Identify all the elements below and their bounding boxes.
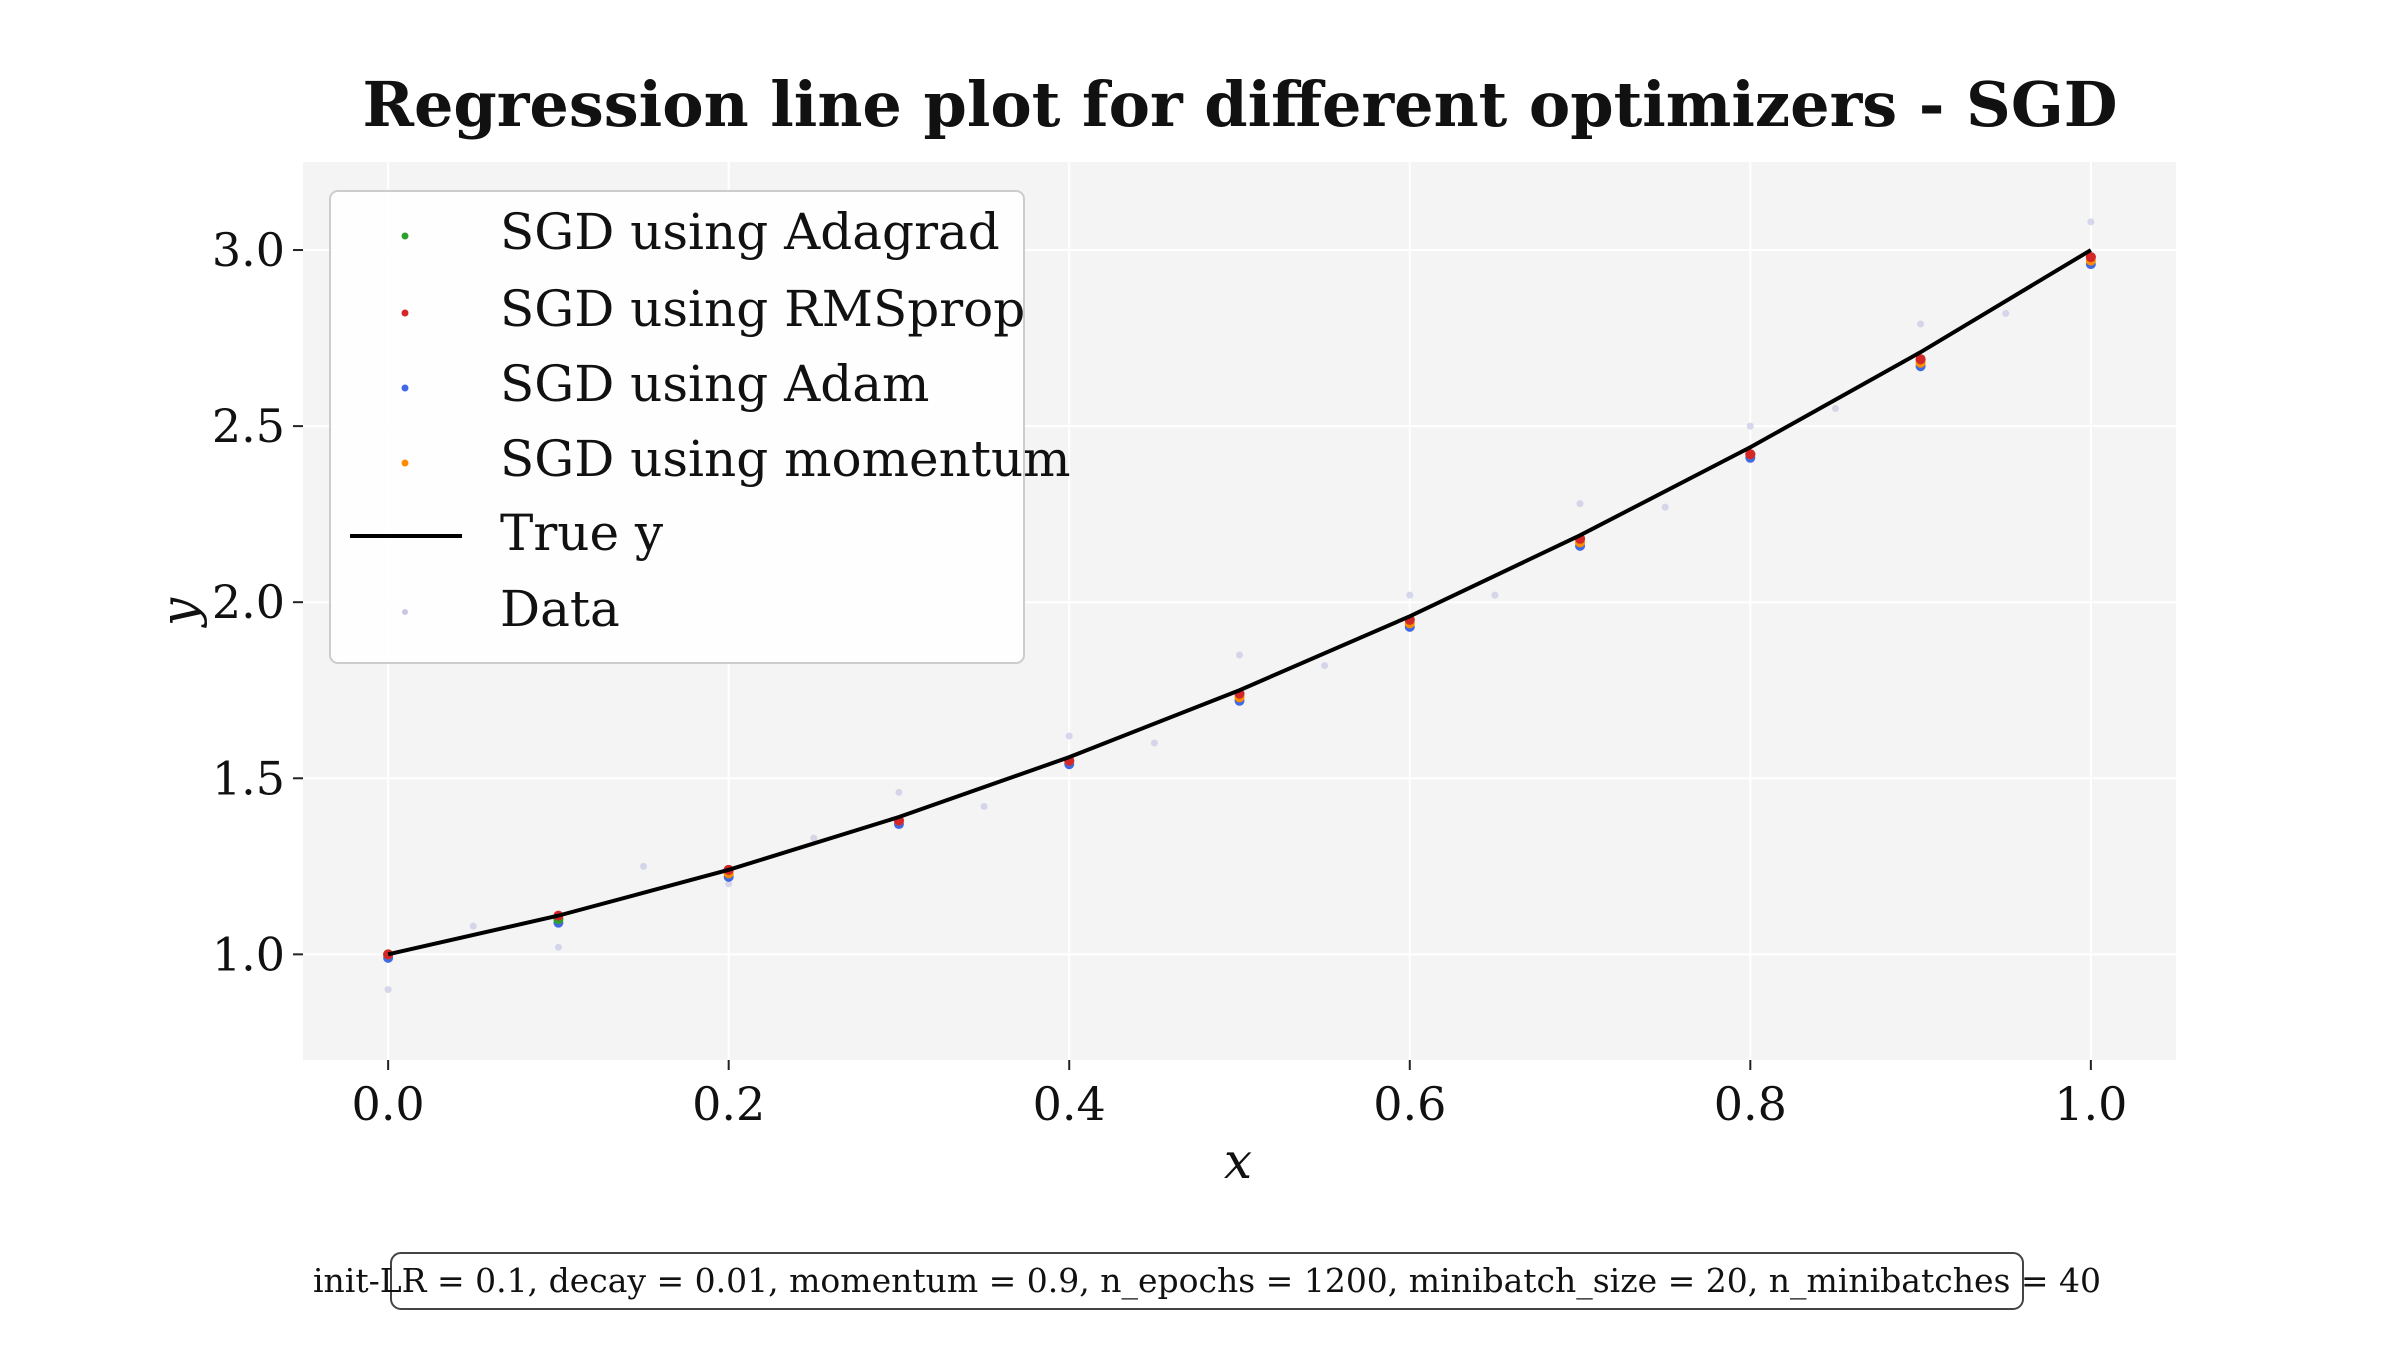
- x-tick-label: 0.6: [1373, 1077, 1446, 1131]
- data-layer: [384, 218, 2095, 994]
- data-point: [2002, 309, 2010, 317]
- data-point: [640, 862, 648, 870]
- data-point: [1746, 422, 1754, 430]
- data-point: [1065, 732, 1073, 740]
- x-tick-label: 1.0: [2054, 1077, 2127, 1131]
- legend-item-momentum: SGD using momentum: [401, 430, 1071, 488]
- data-point: [384, 986, 392, 994]
- chart-title: Regression line plot for different optim…: [362, 68, 2117, 141]
- fit-point-sgd-using-rmsprop: [1745, 449, 1756, 460]
- legend-item-data: Data: [402, 580, 620, 638]
- legend-marker-rmsprop: [401, 309, 409, 317]
- y-tick-label: 3.0: [212, 223, 285, 277]
- x-tick-label: 0.8: [1714, 1077, 1787, 1131]
- data-point: [1236, 651, 1243, 659]
- legend-label-adagrad: SGD using Adagrad: [500, 203, 1000, 261]
- y-axis: 1.0 1.5 2.0 2.5 3.0: [212, 223, 303, 981]
- legend-label-adam: SGD using Adam: [500, 355, 929, 413]
- footnote-box: [390, 1252, 2024, 1310]
- data-point: [980, 802, 988, 810]
- data-point: [1321, 662, 1329, 670]
- legend-marker-adagrad: [401, 232, 409, 240]
- data-point: [725, 880, 733, 888]
- data-point: [1576, 500, 1584, 508]
- legend: SGD using Adagrad SGD using RMSprop SGD …: [329, 190, 1071, 664]
- footnote: init-LR = 0.1, decay = 0.01, momentum = …: [313, 1252, 2101, 1310]
- x-tick-label: 0.4: [1033, 1077, 1106, 1131]
- legend-item-true-y: True y: [350, 504, 664, 562]
- y-tick-label: 2.0: [212, 575, 285, 629]
- legend-marker-data: [402, 609, 408, 615]
- data-point: [895, 788, 903, 796]
- fit-point-sgd-using-rmsprop: [1915, 354, 1926, 365]
- x-axis-label: x: [1224, 1132, 1252, 1190]
- x-tick-label: 0.0: [352, 1077, 425, 1131]
- data-point: [1831, 405, 1839, 413]
- y-axis-label: y: [150, 597, 208, 628]
- footnote-text: init-LR = 0.1, decay = 0.01, momentum = …: [313, 1261, 2101, 1301]
- data-point: [810, 834, 818, 842]
- data-point: [2087, 218, 2095, 226]
- data-point: [1661, 503, 1669, 511]
- fit-point-sgd-using-rmsprop: [2085, 252, 2096, 263]
- x-tick-label: 0.2: [692, 1077, 765, 1131]
- legend-label-true-y: True y: [500, 504, 664, 562]
- legend-item-rmsprop: SGD using RMSprop: [401, 280, 1025, 338]
- data-point: [1150, 739, 1158, 747]
- y-tick-label: 2.5: [212, 399, 285, 453]
- y-tick-label: 1.0: [212, 927, 285, 981]
- data-point: [469, 922, 477, 930]
- legend-box: [329, 190, 1025, 664]
- legend-label-data: Data: [500, 580, 620, 638]
- data-point: [1406, 591, 1414, 599]
- legend-label-momentum: SGD using momentum: [500, 430, 1071, 488]
- legend-marker-adam: [401, 384, 409, 392]
- legend-item-adagrad: SGD using Adagrad: [401, 203, 1000, 261]
- x-axis: 0.0 0.2 0.4 0.6 0.8 1.0: [352, 1060, 2127, 1131]
- data-point: [1917, 320, 1925, 328]
- true-y-line: [387, 248, 2092, 957]
- y-tick-label: 1.5: [212, 751, 285, 805]
- legend-label-rmsprop: SGD using RMSprop: [500, 280, 1025, 338]
- data-point: [1491, 591, 1499, 599]
- legend-marker-momentum: [401, 459, 409, 467]
- data-point: [554, 943, 562, 951]
- legend-item-adam: SGD using Adam: [401, 355, 929, 413]
